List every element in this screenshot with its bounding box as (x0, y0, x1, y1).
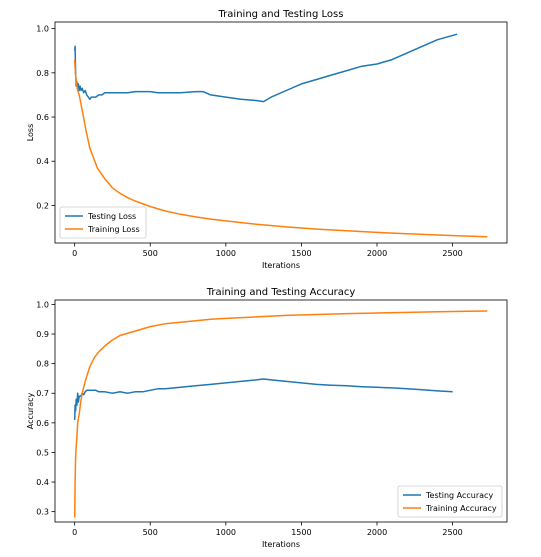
accuracy-y-tick-label: 0.8 (36, 360, 49, 369)
loss-x-tick-label: 1500 (291, 249, 311, 258)
accuracy-chart: 0 500 1000 1500 2000 2500 0.3 0.4 0.5 0.6 0.7 0.8 0.… (26, 287, 508, 549)
loss-legend-box (59, 206, 147, 239)
loss-x-tick-label: 2000 (367, 249, 387, 258)
loss-y-tick-label: 0.2 (36, 201, 49, 210)
accuracy-x-tick-label: 2500 (442, 528, 462, 537)
accuracy-y-tick-label: 0.6 (36, 419, 49, 428)
loss-chart-title: Training and Testing Loss (218, 9, 344, 20)
accuracy-y-tick-label: 1.0 (36, 300, 49, 309)
accuracy-y-tick-label: 0.3 (36, 508, 49, 517)
testing-accuracy-line (73, 378, 453, 420)
loss-y-tick-label: 0.4 (36, 157, 49, 166)
loss-y-tick-label: 0.8 (36, 69, 49, 78)
loss-x-tick-label: 0 (72, 249, 77, 258)
accuracy-y-tick-label: 0.9 (36, 330, 49, 339)
accuracy-x-axis-label: Iterations (262, 540, 300, 549)
loss-axes-frame (54, 21, 508, 244)
testing-loss-legend-label: Testing Loss (87, 212, 136, 221)
loss-chart: 0 500 1000 1500 2000 2500 0.2 0.4 0.6 0.8 1.0 Train… (26, 9, 508, 270)
loss-y-tick-label: 0.6 (36, 113, 49, 122)
accuracy-axes-frame (54, 299, 508, 523)
training-accuracy-legend-label: Training Accuracy (425, 504, 497, 513)
accuracy-x-tick-label: 0 (72, 528, 77, 537)
loss-x-axis-label: Iterations (262, 261, 300, 270)
loss-x-tick-label: 500 (143, 249, 158, 258)
accuracy-x-tick-label: 2000 (367, 528, 387, 537)
training-accuracy-line (73, 310, 488, 518)
testing-accuracy-legend-label: Testing Accuracy (425, 491, 493, 500)
training-loss-line (73, 59, 488, 238)
accuracy-x-tick-label: 500 (143, 528, 158, 537)
accuracy-x-tick-label: 1000 (216, 528, 236, 537)
accuracy-legend: Testing Accuracy Training Accuracy (397, 485, 503, 518)
accuracy-y-axis-label: Accuracy (26, 392, 35, 429)
accuracy-x-tick-label: 1500 (291, 528, 311, 537)
accuracy-y-tick-label: 0.7 (36, 389, 49, 398)
accuracy-y-tick-label: 0.5 (36, 448, 49, 457)
loss-y-tick-label: 1.0 (36, 25, 49, 34)
accuracy-legend-box (397, 485, 503, 518)
accuracy-y-tick-label: 0.4 (36, 478, 49, 487)
accuracy-chart-title: Training and Testing Accuracy (206, 287, 356, 298)
loss-legend: Testing Loss Training Loss (59, 206, 147, 239)
testing-loss-line (73, 33, 458, 103)
loss-y-axis-label: Loss (26, 124, 35, 142)
training-loss-legend-label: Training Loss (87, 225, 140, 234)
loss-x-tick-label: 1000 (216, 249, 236, 258)
loss-x-tick-label: 2500 (442, 249, 462, 258)
